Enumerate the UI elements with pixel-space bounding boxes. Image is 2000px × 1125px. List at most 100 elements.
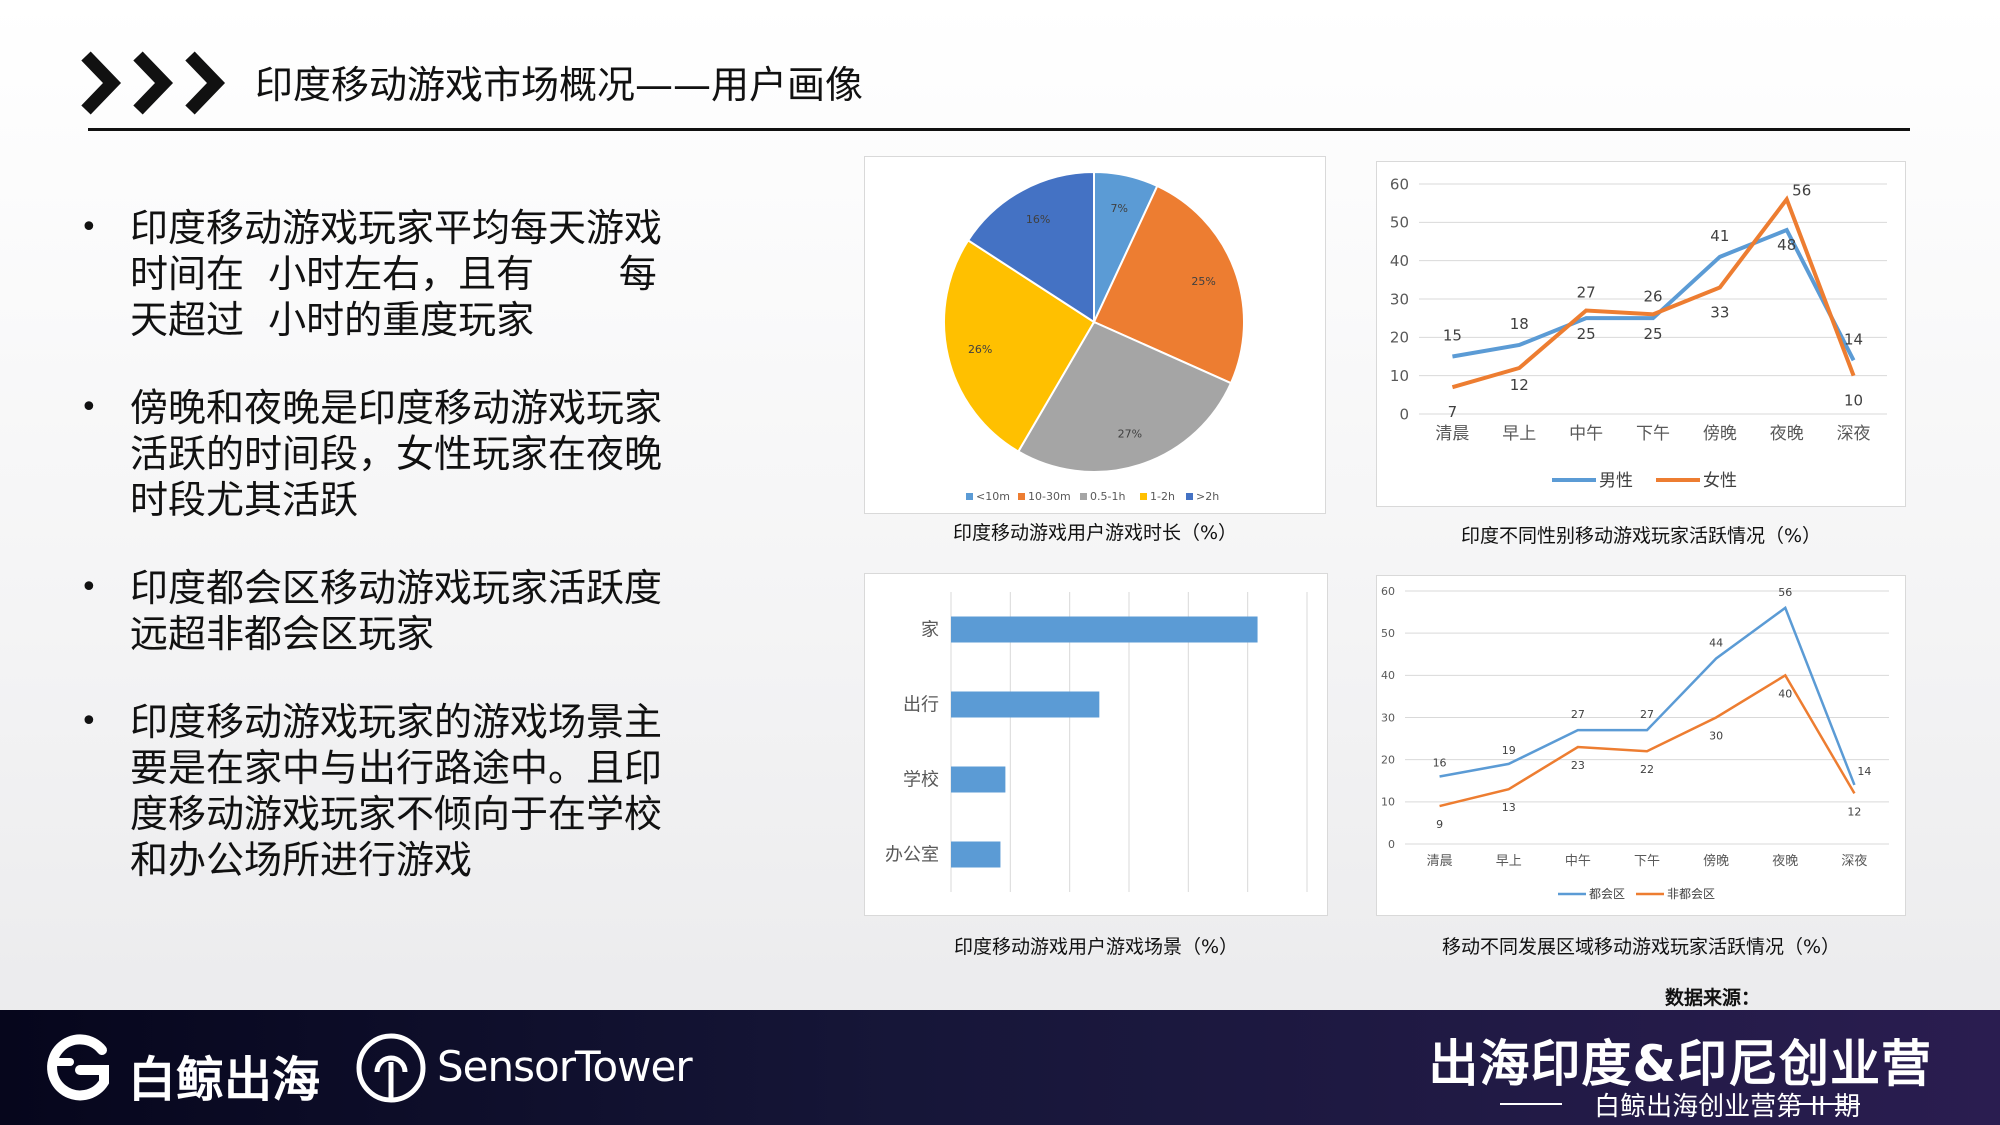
data-label: 7 bbox=[1448, 403, 1458, 421]
y-tick-label: 0 bbox=[1388, 838, 1395, 851]
y-tick-label: 20 bbox=[1381, 754, 1395, 767]
y-category-label: 家 bbox=[921, 620, 939, 641]
y-tick-label: 60 bbox=[1381, 585, 1395, 598]
pie-chart: 7% 25% 27% 26% 16% <10m 10-30m 0.5-1h 1-2h >2h bbox=[943, 170, 1245, 503]
data-label: 12 bbox=[1510, 376, 1529, 394]
pie-legend-swatch bbox=[966, 493, 973, 500]
data-label: 14 bbox=[1844, 330, 1863, 348]
pie-slice-label: 27% bbox=[1118, 427, 1142, 440]
pie-chart-caption: 印度移动游戏用户游戏时长（%） bbox=[952, 522, 1238, 544]
x-tick-label: 夜晚 bbox=[1770, 424, 1804, 444]
data-label: 40 bbox=[1778, 687, 1792, 700]
page-title: 印度移动游戏市场概况——用户画像 bbox=[255, 63, 864, 107]
data-label: 33 bbox=[1710, 304, 1729, 322]
bullet-line: 傍晚和夜晚是印度移动游戏玩家 bbox=[130, 386, 663, 430]
bullet-dot: • bbox=[80, 570, 98, 605]
pie-legend-label: >2h bbox=[1196, 490, 1219, 503]
pie-legend-label: <10m bbox=[976, 490, 1010, 503]
bullet-line: 和办公场所进行游戏 bbox=[130, 838, 473, 882]
bullet-line: 时段尤其活跃 bbox=[130, 478, 359, 522]
region-chart-panel: 0 10 20 30 40 50 60 清晨 早上 中午 下午 傍晚 夜晚 深夜 16 19 27 27 44 56 1… bbox=[1376, 575, 1906, 916]
data-source-label: 数据来源： bbox=[1665, 987, 1761, 1009]
pie-slice-label: 16% bbox=[1026, 213, 1050, 226]
data-label: 48 bbox=[1777, 236, 1796, 254]
camp-sub-right-rule bbox=[1798, 1103, 1860, 1105]
x-tick-label: 下午 bbox=[1636, 424, 1670, 444]
pie-slice bbox=[943, 238, 1096, 453]
x-tick-label: 中午 bbox=[1565, 854, 1591, 869]
bullet-line: 印度移动游戏玩家的游戏场景主 bbox=[130, 700, 663, 744]
data-label: 56 bbox=[1778, 586, 1792, 599]
bullet-line: 天超过 小时的重度玩家 bbox=[130, 298, 535, 342]
header-divider bbox=[88, 128, 1910, 131]
x-tick-label: 傍晚 bbox=[1703, 424, 1737, 444]
data-label: 22 bbox=[1640, 763, 1654, 776]
camp-title: 出海印度&印尼创业营 bbox=[1428, 1035, 1932, 1093]
y-tick-label: 50 bbox=[1390, 214, 1409, 232]
pie-slice bbox=[1092, 184, 1245, 385]
pie-slice-label: 25% bbox=[1191, 275, 1215, 288]
data-label: 12 bbox=[1847, 805, 1861, 818]
series-line bbox=[1439, 673, 1856, 808]
x-tick-label: 清晨 bbox=[1427, 854, 1453, 869]
data-label: 41 bbox=[1710, 227, 1729, 245]
bullet-list: • 印度移动游戏玩家平均每天游戏 时间在 小时左右，且有 每 天超过 小时的重度… bbox=[80, 205, 680, 925]
x-tick-label: 深夜 bbox=[1841, 854, 1867, 869]
data-label: 27 bbox=[1577, 284, 1596, 302]
data-label: 26 bbox=[1643, 287, 1662, 305]
data-label: 18 bbox=[1510, 315, 1529, 333]
scene-chart-caption: 印度移动游戏用户游戏场景（%） bbox=[953, 936, 1239, 958]
bullet-line: 远超非都会区玩家 bbox=[130, 612, 435, 656]
bullet-line: 时间在 小时左右，且有 每 bbox=[130, 252, 657, 296]
bullet-item: • 印度都会区移动游戏玩家活跃度 远超非都会区玩家 bbox=[80, 565, 680, 657]
sensortower-logo-text: SensorTower bbox=[437, 1042, 693, 1091]
bar bbox=[951, 691, 1100, 718]
series-line bbox=[1452, 227, 1856, 362]
baijing-logo: 白鲸出海 bbox=[40, 1032, 340, 1108]
bullet-line: 度移动游戏玩家不倾向于在学校 bbox=[130, 792, 663, 836]
pie-chart-panel: 7% 25% 27% 26% 16% <10m 10-30m 0.5-1h 1-2h >2h bbox=[864, 156, 1326, 514]
data-label: 14 bbox=[1857, 765, 1871, 778]
bullet-line: 要是在家中与出行路途中。且印 bbox=[130, 746, 663, 790]
bullet-line: 印度都会区移动游戏玩家活跃度 bbox=[130, 566, 663, 610]
bar bbox=[951, 616, 1258, 643]
data-label: 9 bbox=[1436, 818, 1443, 831]
bullet-item: • 印度移动游戏玩家的游戏场景主 要是在家中与出行路途中。且印 度移动游戏玩家不… bbox=[80, 699, 680, 883]
bar bbox=[951, 841, 1001, 868]
y-tick-label: 20 bbox=[1390, 329, 1409, 347]
gender-line-chart: 0 10 20 30 40 50 60 清晨 早上 中午 下午 傍晚 夜晚 深夜 15 18 25 25 41 48 1… bbox=[1390, 175, 1887, 491]
region-chart-caption: 移动不同发展区域移动游戏玩家活跃情况（%） bbox=[1441, 936, 1841, 958]
region-line-chart: 0 10 20 30 40 50 60 清晨 早上 中午 下午 傍晚 夜晚 深夜 16 19 27 27 44 56 1… bbox=[1381, 585, 1889, 901]
y-tick-label: 50 bbox=[1381, 627, 1395, 640]
x-tick-label: 傍晚 bbox=[1703, 853, 1729, 869]
pie-slice bbox=[1016, 320, 1233, 473]
data-label: 27 bbox=[1571, 708, 1585, 721]
sensortower-logo: SensorTower bbox=[355, 1032, 693, 1104]
x-tick-label: 夜晚 bbox=[1772, 854, 1798, 869]
pie-slice-label: 7% bbox=[1111, 202, 1128, 215]
y-tick-label: 30 bbox=[1381, 711, 1395, 724]
data-label: 10 bbox=[1844, 392, 1863, 410]
series-line bbox=[1439, 605, 1856, 786]
x-tick-label: 中午 bbox=[1569, 424, 1603, 444]
baijing-logo-icon bbox=[47, 1034, 109, 1101]
x-tick-label: 早上 bbox=[1502, 424, 1536, 444]
slide-header: 印度移动游戏市场概况——用户画像 bbox=[80, 48, 1910, 134]
y-tick-label: 40 bbox=[1381, 669, 1395, 682]
x-tick-label: 深夜 bbox=[1837, 424, 1871, 444]
footer-bar: 白鲸出海 SensorTower 出海印度&印尼创业营 白鲸出海创业营第 II … bbox=[0, 1010, 2000, 1125]
pie-slice bbox=[966, 170, 1095, 324]
pie-legend-label: 1-2h bbox=[1150, 490, 1175, 503]
y-category-label: 出行 bbox=[903, 695, 939, 716]
data-label: 44 bbox=[1709, 636, 1723, 649]
chevrons-icon bbox=[81, 51, 226, 115]
scene-chart-panel: 家出行 学校 办公室 bbox=[864, 573, 1328, 916]
legend-label: 女性 bbox=[1703, 471, 1737, 491]
camp-subtitle: 白鲸出海创业营第 II 期 bbox=[1594, 1092, 1860, 1122]
y-tick-label: 0 bbox=[1399, 405, 1409, 423]
bullet-dot: • bbox=[80, 210, 98, 245]
bullet-item: • 印度移动游戏玩家平均每天游戏 时间在 小时左右，且有 每 天超过 小时的重度… bbox=[80, 205, 680, 343]
data-label: 25 bbox=[1577, 325, 1596, 343]
y-tick-label: 10 bbox=[1381, 796, 1395, 809]
